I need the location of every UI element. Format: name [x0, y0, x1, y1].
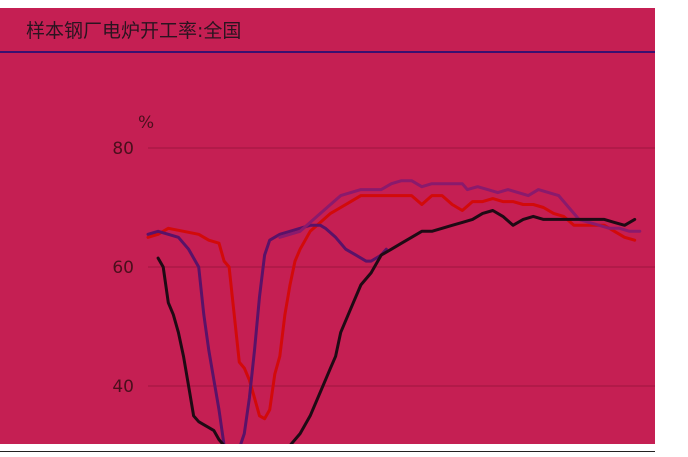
series-line-4 — [156, 209, 637, 444]
title-divider — [0, 51, 655, 53]
y-tick-label-60: 60 — [112, 258, 134, 278]
y-unit-label: % — [138, 113, 154, 133]
y-tick-label-80: 80 — [112, 139, 134, 159]
chart-panel: 40 60 80% 样本钢厂电炉开工率:全国 — [0, 8, 655, 444]
series-line-1 — [146, 194, 637, 421]
chart-title: 样本钢厂电炉开工率:全国 — [26, 20, 242, 42]
bottom-divider — [0, 451, 655, 452]
series-line-2 — [146, 223, 388, 444]
axis-labels: 40 60 80% — [112, 113, 154, 397]
y-tick-label-40: 40 — [112, 377, 134, 397]
line-chart: 40 60 80% — [112, 113, 655, 444]
grid-lines — [148, 147, 655, 387]
series-lines — [146, 179, 642, 444]
